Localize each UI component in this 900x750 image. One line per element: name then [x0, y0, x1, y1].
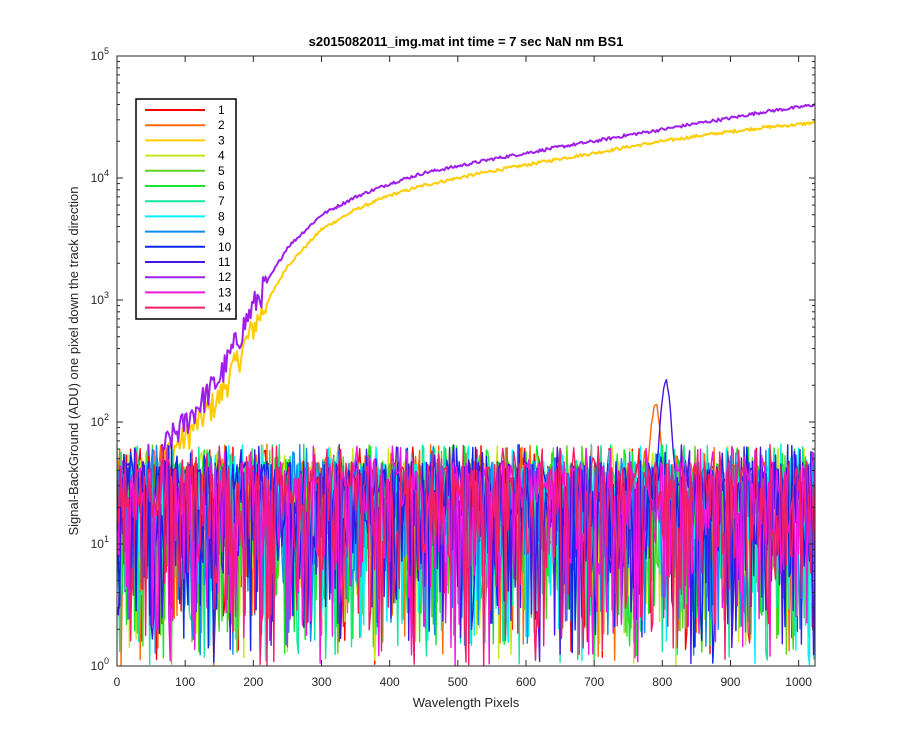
legend-label-9: 9 [218, 225, 225, 239]
y-tick-label: 102 [91, 412, 109, 429]
legend-label-11: 11 [218, 255, 231, 269]
series-line-3 [117, 120, 815, 580]
y-tick-label: 100 [91, 656, 109, 673]
legend-label-6: 6 [218, 179, 225, 193]
legend-label-1: 1 [218, 103, 225, 117]
plot-frame [116, 55, 816, 667]
legend-label-12: 12 [218, 270, 232, 284]
legend-label-14: 14 [218, 301, 232, 315]
x-tick-label: 200 [243, 675, 263, 689]
chart-title: s2015082011_img.mat int time = 7 sec NaN… [309, 34, 624, 49]
legend-label-7: 7 [218, 194, 225, 208]
x-axis-label: Wavelength Pixels [413, 695, 520, 710]
y-tick-label: 104 [91, 168, 109, 185]
x-tick-label: 1000 [785, 675, 812, 689]
legend-label-10: 10 [218, 240, 232, 254]
x-tick-label: 700 [584, 675, 604, 689]
x-tick-label: 800 [652, 675, 672, 689]
y-axis-label: Signal-BackGround (ADU) one pixel down t… [66, 186, 81, 535]
series-line-12 [117, 103, 815, 642]
series-line-14 [117, 444, 815, 666]
x-tick-label: 300 [311, 675, 331, 689]
x-tick-label: 100 [175, 675, 195, 689]
x-tick-label: 0 [114, 675, 121, 689]
x-tick-label: 400 [380, 675, 400, 689]
legend-label-5: 5 [218, 164, 225, 178]
x-tick-label: 500 [448, 675, 468, 689]
y-tick-label: 105 [91, 46, 109, 63]
legend-label-8: 8 [218, 209, 225, 223]
x-tick-label: 900 [720, 675, 740, 689]
legend-label-3: 3 [218, 133, 225, 147]
y-tick-label: 101 [91, 534, 109, 551]
x-tick-label: 600 [516, 675, 536, 689]
legend-label-4: 4 [218, 149, 225, 163]
legend-box [135, 98, 237, 320]
legend-label-2: 2 [218, 118, 225, 132]
y-tick-label: 103 [91, 290, 109, 307]
legend-label-13: 13 [218, 285, 232, 299]
